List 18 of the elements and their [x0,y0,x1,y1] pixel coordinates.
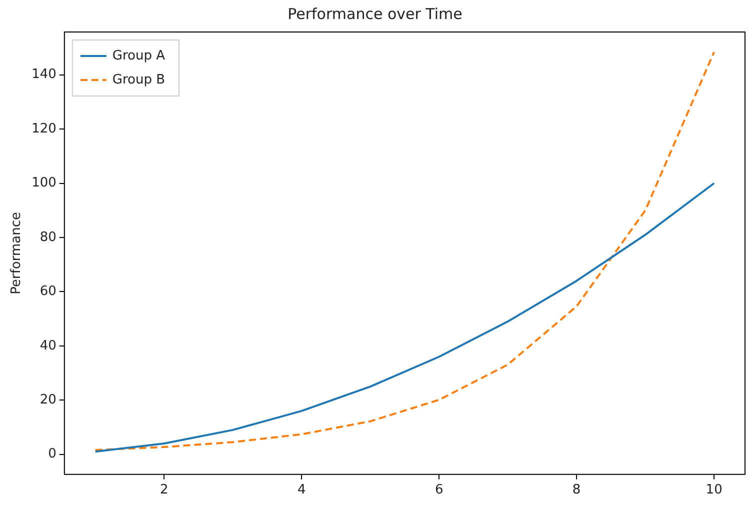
x-tick-label: 2 [160,482,168,498]
chart-title: Performance over Time [288,4,462,23]
y-tick-label: 0 [48,446,56,462]
y-tick-label: 140 [32,67,56,82]
line-series [94,51,716,452]
legend-label: Group B [112,72,166,88]
y-tick-label: 120 [32,121,56,136]
y-axis-title: Performance [9,212,24,294]
y-tick-label: 40 [40,338,56,354]
y-tick-label: 60 [40,284,56,300]
x-tick-label: 10 [706,482,722,498]
y-tick-label: 100 [32,176,56,191]
x-tick-label: 6 [434,482,444,498]
x-tick-label: 8 [572,482,581,498]
y-tick-label: 80 [40,230,56,245]
x-tick-label: 4 [297,482,306,498]
legend-label: Group A [112,48,166,64]
y-tick-label: 20 [40,392,56,408]
